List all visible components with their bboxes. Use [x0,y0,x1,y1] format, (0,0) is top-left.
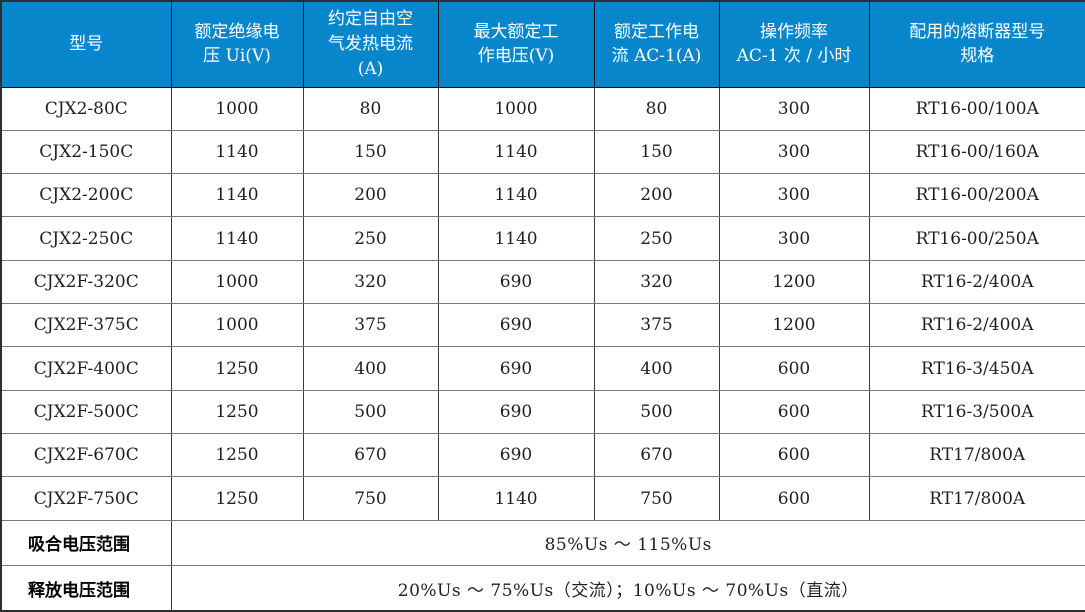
value-cell: 1140 [170,173,304,218]
table-row: CJX2F-670C 1250 670 690 670 600 RT17/800A [0,433,1085,478]
value-cell: 150 [593,129,720,175]
value-cell: 750 [302,476,439,521]
value-cell: 1140 [437,173,595,218]
model-cell: CJX2F-400C [0,346,172,391]
value-cell: 375 [302,303,439,348]
model-cell: CJX2-200C [0,173,172,218]
value-cell: 1200 [718,303,870,348]
table-header: 型号 额定绝缘电 压 Ui(V) 约定自由空 气发热电流 (A) 最大额定工 作电压(… [0,0,1085,88]
header-row: 型号 额定绝缘电 压 Ui(V) 约定自由空 气发热电流 (A) 最大额定工 作电压(… [0,0,1085,88]
table-row: CJX2-200C 1140 200 1140 200 300 RT16-00/200A [0,173,1085,218]
value-cell: 200 [302,173,439,218]
value-cell: 1000 [170,259,304,305]
column-header: 最大额定工 作电压(V) [437,0,595,88]
footer-value: 20%Us ～ 75%Us（交流）；10%Us ～ 70%Us（直流） [170,565,1085,612]
value-cell: 690 [437,259,595,305]
model-cell: CJX2-80C [0,86,172,131]
footer-label: 释放电压范围 [0,565,172,612]
value-cell: 690 [437,389,595,435]
value-cell: 300 [718,86,870,131]
value-cell: RT16-00/100A [868,86,1085,131]
value-cell: 600 [718,389,870,435]
value-cell: 150 [302,129,439,175]
value-cell: 1250 [170,346,304,391]
value-cell: 1140 [437,216,595,261]
model-cell: CJX2F-750C [0,476,172,521]
value-cell: RT16-2/400A [868,303,1085,348]
table-row: CJX2-80C 1000 80 1000 80 300 RT16-00/100A [0,86,1085,131]
value-cell: 1250 [170,389,304,435]
footer-label: 吸合电压范围 [0,519,172,567]
value-cell: 1140 [170,216,304,261]
value-cell: 80 [593,86,720,131]
value-cell: RT17/800A [868,433,1085,478]
table-row: CJX2F-375C 1000 375 690 375 1200 RT16-2/400A [0,303,1085,348]
value-cell: 1200 [718,259,870,305]
column-header: 配用的熔断器型号 规格 [868,0,1085,88]
value-cell: 200 [593,173,720,218]
value-cell: RT16-3/450A [868,346,1085,391]
value-cell: 1140 [170,129,304,175]
value-cell: 670 [593,433,720,478]
value-cell: RT16-00/200A [868,173,1085,218]
model-cell: CJX2F-320C [0,259,172,305]
value-cell: 1250 [170,476,304,521]
value-cell: 1000 [170,86,304,131]
value-cell: 1000 [437,86,595,131]
model-cell: CJX2-250C [0,216,172,261]
value-cell: RT16-00/250A [868,216,1085,261]
footer-row: 吸合电压范围 85%Us ～ 115%Us [0,519,1085,567]
value-cell: 750 [593,476,720,521]
value-cell: 300 [718,216,870,261]
value-cell: 500 [302,389,439,435]
value-cell: 400 [593,346,720,391]
value-cell: 600 [718,476,870,521]
model-cell: CJX2F-500C [0,389,172,435]
value-cell: 320 [593,259,720,305]
value-cell: 600 [718,346,870,391]
value-cell: 1000 [170,303,304,348]
value-cell: 320 [302,259,439,305]
table-body: CJX2-80C 1000 80 1000 80 300 RT16-00/100A CJX2-… [0,86,1085,612]
column-header: 约定自由空 气发热电流 (A) [302,0,439,88]
value-cell: 300 [718,129,870,175]
value-cell: RT17/800A [868,476,1085,521]
value-cell: 250 [302,216,439,261]
table-row: CJX2F-320C 1000 320 690 320 1200 RT16-2/400A [0,259,1085,305]
model-cell: CJX2F-670C [0,433,172,478]
table-row: CJX2F-500C 1250 500 690 500 600 RT16-3/500A [0,389,1085,435]
value-cell: 375 [593,303,720,348]
value-cell: 1140 [437,129,595,175]
table-row: CJX2F-400C 1250 400 690 400 600 RT16-3/450A [0,346,1085,391]
value-cell: RT16-3/500A [868,389,1085,435]
model-cell: CJX2-150C [0,129,172,175]
column-header: 额定工作电 流 AC-1(A) [593,0,720,88]
footer-row: 释放电压范围 20%Us ～ 75%Us（交流）；10%Us ～ 70%Us（直流… [0,565,1085,612]
table-row: CJX2F-750C 1250 750 1140 750 600 RT17/800A [0,476,1085,521]
value-cell: 670 [302,433,439,478]
footer-value: 85%Us ～ 115%Us [170,519,1085,567]
value-cell: 1250 [170,433,304,478]
value-cell: 400 [302,346,439,391]
table-row: CJX2-150C 1140 150 1140 150 300 RT16-00/160A [0,129,1085,175]
column-header: 型号 [0,0,172,88]
model-cell: CJX2F-375C [0,303,172,348]
value-cell: 690 [437,303,595,348]
value-cell: RT16-2/400A [868,259,1085,305]
column-header: 操作频率 AC-1 次 / 小时 [718,0,870,88]
value-cell: 1140 [437,476,595,521]
value-cell: 690 [437,433,595,478]
value-cell: 80 [302,86,439,131]
value-cell: 690 [437,346,595,391]
value-cell: 500 [593,389,720,435]
table-row: CJX2-250C 1140 250 1140 250 300 RT16-00/250A [0,216,1085,261]
value-cell: RT16-00/160A [868,129,1085,175]
value-cell: 250 [593,216,720,261]
column-header: 额定绝缘电 压 Ui(V) [170,0,304,88]
value-cell: 300 [718,173,870,218]
value-cell: 600 [718,433,870,478]
